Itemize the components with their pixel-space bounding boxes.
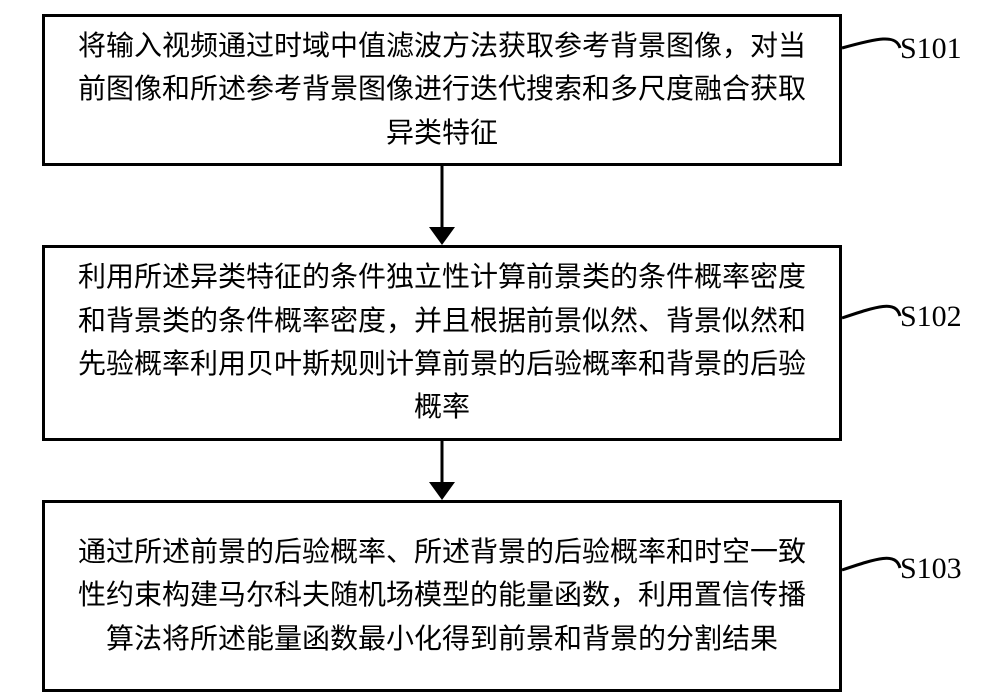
step-text: 利用所述异类特征的条件独立性计算前景类的条件概率密度和背景类的条件概率密度，并且… [67, 256, 817, 430]
step-label-s102: S102 [900, 300, 962, 334]
step-label-s103: S103 [900, 552, 962, 586]
step-label-text: S103 [900, 552, 962, 585]
step-box-s101: 将输入视频通过时域中值滤波方法获取参考背景图像，对当前图像和所述参考背景图像进行… [42, 14, 842, 166]
arrow-s102-s103 [429, 441, 455, 500]
flowchart-canvas: 将输入视频通过时域中值滤波方法获取参考背景图像，对当前图像和所述参考背景图像进行… [0, 0, 1000, 693]
arrow-s101-s102 [429, 166, 455, 245]
step-text: 将输入视频通过时域中值滤波方法获取参考背景图像，对当前图像和所述参考背景图像进行… [67, 25, 817, 155]
step-box-s103: 通过所述前景的后验概率、所述背景的后验概率和时空一致性约束构建马尔科夫随机场模型… [42, 500, 842, 692]
step-label-text: S101 [900, 32, 962, 65]
step-text: 通过所述前景的后验概率、所述背景的后验概率和时空一致性约束构建马尔科夫随机场模型… [67, 531, 817, 661]
label-connector-s102 [842, 306, 900, 318]
label-connector-s101 [842, 39, 900, 48]
label-connector-s103 [842, 558, 900, 570]
step-label-s101: S101 [900, 32, 962, 66]
step-box-s102: 利用所述异类特征的条件独立性计算前景类的条件概率密度和背景类的条件概率密度，并且… [42, 245, 842, 441]
step-label-text: S102 [900, 300, 962, 333]
